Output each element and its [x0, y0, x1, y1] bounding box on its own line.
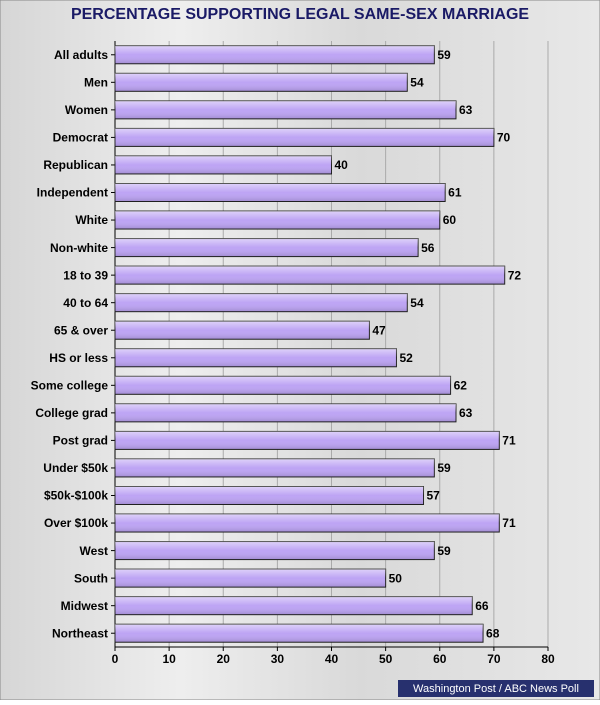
x-tick-label: 10 — [162, 652, 176, 666]
x-tick-label: 80 — [541, 652, 555, 666]
value-label: 71 — [502, 434, 516, 448]
value-label: 47 — [372, 323, 386, 337]
value-label: 59 — [437, 48, 451, 62]
y-tick-label: All adults — [54, 48, 108, 62]
bar-sheen — [115, 155, 332, 174]
x-tick-label: 20 — [217, 652, 231, 666]
y-tick-label: 18 to 39 — [63, 268, 108, 282]
y-tick-label: HS or less — [49, 351, 108, 365]
value-label: 40 — [335, 158, 349, 172]
value-label: 63 — [459, 406, 473, 420]
value-label: 57 — [427, 489, 441, 503]
bars: 59 54 63 70 40 61 60 56 72 54 47 52 62 63 71 59 57 71 59 50… — [114, 45, 522, 643]
x-tick-label: 50 — [379, 652, 393, 666]
value-label: 61 — [448, 186, 462, 200]
value-label: 50 — [389, 571, 403, 585]
y-tick-label: Over $100k — [44, 516, 108, 530]
x-tick-label: 40 — [325, 652, 339, 666]
value-label: 54 — [410, 296, 424, 310]
value-label: 59 — [437, 461, 451, 475]
x-tick-label: 0 — [112, 652, 119, 666]
y-tick-label: Men — [84, 75, 108, 89]
bar-sheen — [115, 348, 397, 367]
bar-sheen — [115, 211, 440, 230]
bar-sheen — [115, 486, 424, 505]
bar-sheen — [115, 321, 370, 340]
y-tick-label: Northeast — [52, 626, 108, 640]
value-label: 68 — [486, 626, 500, 640]
y-tick-label: Republican — [43, 158, 108, 172]
bar-sheen — [115, 403, 456, 422]
y-tick-label: Midwest — [61, 599, 108, 613]
bar-sheen — [115, 514, 500, 533]
bar-sheen — [115, 376, 451, 395]
value-label: 60 — [443, 213, 457, 227]
y-tick-label: Women — [65, 103, 108, 117]
x-tick-label: 60 — [433, 652, 447, 666]
bar-sheen — [115, 100, 456, 119]
value-label: 54 — [410, 75, 424, 89]
value-label: 71 — [502, 516, 516, 530]
y-tick-label: South — [74, 571, 108, 585]
bar-sheen — [115, 73, 408, 92]
x-tick-label: 30 — [271, 652, 285, 666]
bar-sheen — [115, 293, 408, 312]
y-tick-label: College grad — [35, 406, 108, 420]
y-tick-label: Some college — [31, 378, 109, 392]
y-tick-label: West — [80, 544, 108, 558]
y-tick-label: White — [75, 213, 108, 227]
source-box — [398, 680, 594, 697]
bar-sheen — [115, 624, 484, 643]
bar-sheen — [115, 458, 435, 477]
value-label: 59 — [437, 544, 451, 558]
value-label: 63 — [459, 103, 473, 117]
y-tick-label: Independent — [37, 186, 108, 200]
y-tick-label: 40 to 64 — [63, 296, 108, 310]
source: Washington Post / ABC News Poll — [413, 683, 579, 695]
bar-sheen — [115, 266, 505, 285]
bar-sheen — [115, 541, 435, 560]
chart-title: PERCENTAGE SUPPORTING LEGAL SAME-SEX MAR… — [71, 6, 529, 23]
bar-sheen — [115, 45, 435, 64]
bar-sheen — [115, 238, 419, 257]
value-label: 72 — [508, 268, 522, 282]
bar-sheen — [115, 128, 494, 147]
y-tick-label: 65 & over — [54, 323, 108, 337]
y-tick-label: $50k-$100k — [44, 489, 108, 503]
value-label: 66 — [475, 599, 489, 613]
value-label: 56 — [421, 241, 435, 255]
y-tick-label: Non-white — [50, 241, 108, 255]
value-label: 70 — [497, 131, 511, 145]
y-tick-label: Under $50k — [43, 461, 108, 475]
bar-sheen — [115, 183, 446, 202]
bar-sheen — [115, 569, 386, 588]
y-tick-label: Post grad — [53, 434, 108, 448]
value-label: 52 — [399, 351, 413, 365]
bar-sheen — [115, 431, 500, 450]
y-tick-label: Democrat — [53, 131, 108, 145]
x-tick-label: 70 — [487, 652, 501, 666]
bar-sheen — [115, 596, 473, 615]
value-label: 62 — [454, 378, 468, 392]
